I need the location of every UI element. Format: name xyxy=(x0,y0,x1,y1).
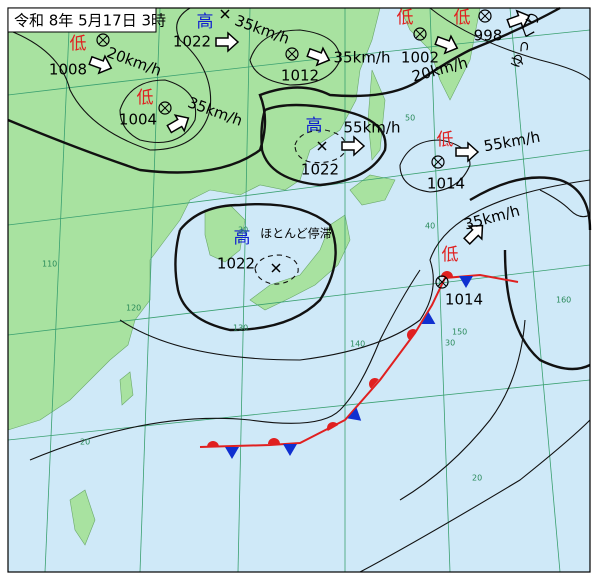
cold-front-triangle xyxy=(347,407,362,421)
center-mark xyxy=(317,141,327,151)
motion-arrow xyxy=(506,9,531,30)
center-cross xyxy=(437,277,447,287)
motion-arrow xyxy=(455,141,480,163)
taiwan xyxy=(119,371,134,406)
system-kind: 低 xyxy=(397,8,414,28)
motion-arrow xyxy=(306,46,331,67)
pressure-label: 1012 xyxy=(281,67,319,85)
isobars xyxy=(7,6,592,573)
motion-label: 55km/h xyxy=(344,119,401,137)
system-kind: 高 xyxy=(234,228,251,248)
center-cross xyxy=(160,103,170,113)
center-mark xyxy=(478,9,492,23)
warm-front-semicircle xyxy=(207,441,219,447)
grid-label: 30 xyxy=(238,226,248,235)
warm-front-semicircle xyxy=(441,271,453,277)
center-mark xyxy=(435,275,449,289)
sakhalin xyxy=(367,69,386,161)
pressure-label: 1022 xyxy=(301,161,339,179)
cold-front-triangle xyxy=(283,444,297,456)
grid-label: 160 xyxy=(556,296,571,305)
system-kind: 低 xyxy=(137,88,154,108)
kamchatka xyxy=(399,7,481,101)
center-cross xyxy=(480,11,490,21)
warm-front-semicircle xyxy=(369,378,379,389)
system-kind: 低 xyxy=(70,34,87,54)
system-kind: 高 xyxy=(197,12,214,32)
system-kind: 低 xyxy=(437,130,454,150)
motion-arrow xyxy=(166,114,190,134)
motion-arrow xyxy=(215,31,240,53)
warm-front-semicircle xyxy=(327,422,339,431)
graticule xyxy=(7,7,591,573)
pressure-label: 1022 xyxy=(217,255,255,273)
title-box xyxy=(7,7,157,33)
hokkaido xyxy=(349,174,396,206)
pressure-system: 高 1022 55km/h xyxy=(301,116,401,179)
grid-label: 140 xyxy=(350,340,365,349)
map-title: 令和 8年 5月17日 3時 xyxy=(14,12,166,30)
grid-label: 110 xyxy=(42,260,57,269)
grid-label: 30 xyxy=(445,339,455,348)
system-kind: 低 xyxy=(454,8,471,28)
map-area xyxy=(7,6,592,573)
warm-front-semicircle xyxy=(407,329,417,340)
motion-label: 35km/h xyxy=(334,49,391,67)
cold-front-triangle xyxy=(421,311,436,325)
cold-front-triangle xyxy=(225,447,239,459)
motion-arrow xyxy=(88,54,113,75)
center-mark xyxy=(285,47,299,61)
center-mark xyxy=(220,9,230,19)
cold-front-triangle xyxy=(459,276,473,288)
motion-arrow xyxy=(434,34,459,55)
pressure-label: 1002 xyxy=(401,49,439,67)
grid-label: 20 xyxy=(80,438,90,447)
motion-arrow xyxy=(341,135,366,157)
center-cross xyxy=(98,35,108,45)
continent xyxy=(7,7,381,431)
grid-label: 40 xyxy=(425,222,435,231)
grid-label: 150 xyxy=(452,328,467,337)
center-mark xyxy=(96,33,110,47)
warm-front-semicircle xyxy=(268,438,280,444)
pressure-label: 1014 xyxy=(445,291,483,309)
grid-label: 130 xyxy=(233,324,248,333)
center-mark xyxy=(158,101,172,115)
grid-label: 20 xyxy=(472,474,482,483)
pressure-label: 1022 xyxy=(173,33,211,51)
pressure-label: 998 xyxy=(474,27,503,45)
korea xyxy=(204,204,246,263)
map-frame xyxy=(7,7,591,573)
center-mark xyxy=(271,263,281,273)
grid-label: 120 xyxy=(126,304,141,313)
center-mark xyxy=(431,155,445,169)
pressure-system: 高 1022 ほとんど停滞 xyxy=(217,226,332,273)
center-cross xyxy=(287,49,297,59)
system-kind: 高 xyxy=(306,116,323,136)
stationary-front xyxy=(199,271,519,459)
grid-label: 50 xyxy=(405,114,415,123)
motion-label: ほとんど停滞 xyxy=(260,226,332,241)
philippines xyxy=(69,489,96,546)
pressure-label: 1008 xyxy=(49,61,87,79)
pressure-label: 1014 xyxy=(427,175,465,193)
pressure-label: 1004 xyxy=(119,111,157,129)
motion-arrow xyxy=(463,224,484,245)
center-mark xyxy=(413,27,427,41)
center-cross xyxy=(433,157,443,167)
system-kind: 低 xyxy=(442,245,459,265)
center-cross xyxy=(415,29,425,39)
pressure-system: 1012 35km/h xyxy=(281,46,391,85)
